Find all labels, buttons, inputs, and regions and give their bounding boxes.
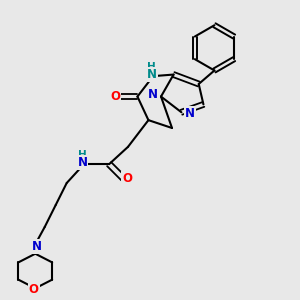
Text: N: N xyxy=(77,156,87,169)
Text: O: O xyxy=(122,172,132,185)
Text: N: N xyxy=(148,88,158,101)
Text: H: H xyxy=(78,150,87,160)
Text: O: O xyxy=(110,90,120,103)
Text: N: N xyxy=(185,107,195,120)
Text: N: N xyxy=(147,68,157,81)
Text: N: N xyxy=(32,240,42,253)
Text: O: O xyxy=(29,284,39,296)
Text: H: H xyxy=(147,62,156,72)
